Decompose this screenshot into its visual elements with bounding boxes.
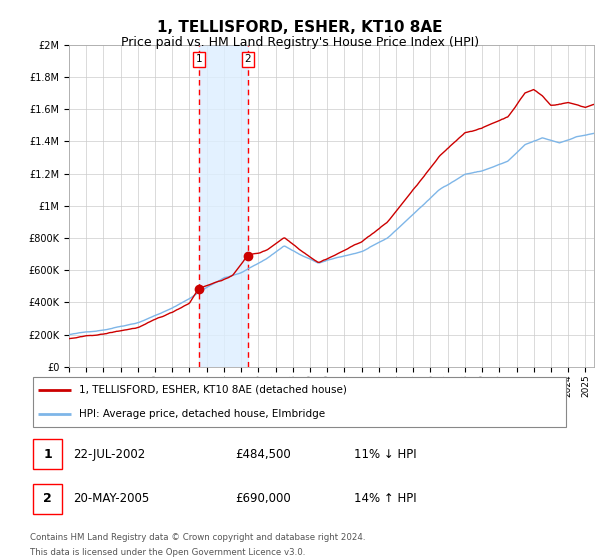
Text: HPI: Average price, detached house, Elmbridge: HPI: Average price, detached house, Elmb… bbox=[79, 409, 325, 419]
Text: 1: 1 bbox=[43, 447, 52, 461]
FancyBboxPatch shape bbox=[33, 377, 566, 427]
Text: 14% ↑ HPI: 14% ↑ HPI bbox=[354, 492, 416, 506]
Text: 2: 2 bbox=[244, 54, 251, 64]
Text: 20-MAY-2005: 20-MAY-2005 bbox=[73, 492, 149, 506]
Text: Contains HM Land Registry data © Crown copyright and database right 2024.: Contains HM Land Registry data © Crown c… bbox=[30, 533, 365, 542]
Text: 2: 2 bbox=[43, 492, 52, 506]
Text: £690,000: £690,000 bbox=[235, 492, 291, 506]
FancyBboxPatch shape bbox=[33, 439, 62, 469]
Text: 1: 1 bbox=[196, 54, 202, 64]
Text: 22-JUL-2002: 22-JUL-2002 bbox=[73, 447, 145, 461]
Text: 1, TELLISFORD, ESHER, KT10 8AE (detached house): 1, TELLISFORD, ESHER, KT10 8AE (detached… bbox=[79, 385, 346, 395]
Text: 11% ↓ HPI: 11% ↓ HPI bbox=[354, 447, 416, 461]
Text: 1, TELLISFORD, ESHER, KT10 8AE: 1, TELLISFORD, ESHER, KT10 8AE bbox=[157, 20, 443, 35]
Text: £484,500: £484,500 bbox=[235, 447, 291, 461]
FancyBboxPatch shape bbox=[33, 484, 62, 514]
Text: This data is licensed under the Open Government Licence v3.0.: This data is licensed under the Open Gov… bbox=[30, 548, 305, 557]
Bar bbox=[199, 45, 248, 367]
Text: Price paid vs. HM Land Registry's House Price Index (HPI): Price paid vs. HM Land Registry's House … bbox=[121, 36, 479, 49]
